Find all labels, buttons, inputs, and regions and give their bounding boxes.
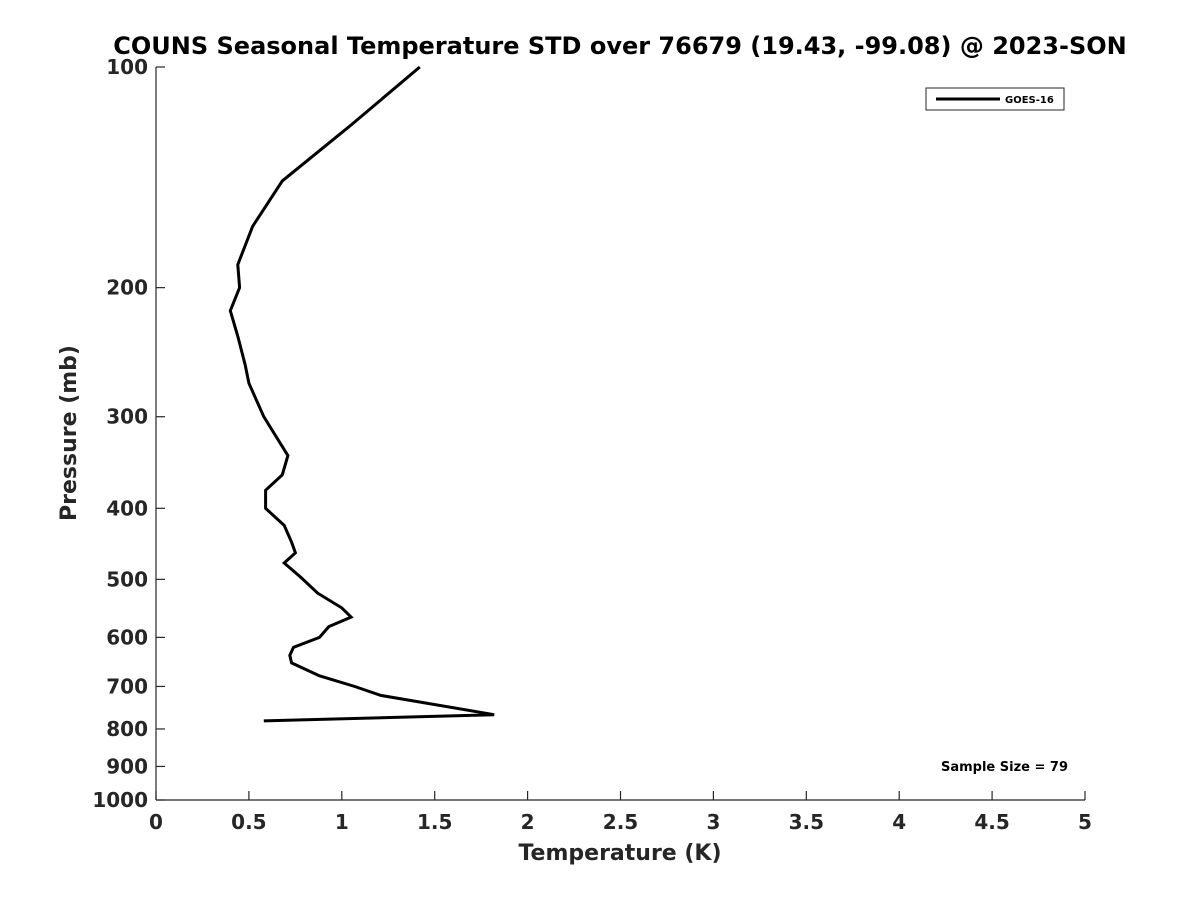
chart-title: COUNS Seasonal Temperature STD over 7667…: [113, 32, 1126, 60]
x-tick-label: 3: [706, 810, 720, 834]
x-tick-label: 1.5: [417, 810, 452, 834]
plot-area: [156, 67, 1085, 800]
x-tick-label: 2.5: [603, 810, 638, 834]
sample-size-annotation: Sample Size = 79: [941, 760, 1068, 775]
x-tick-label: 4.5: [974, 810, 1009, 834]
series-line-goes-16: [228, 65, 495, 723]
y-ticks: 100 200 300 400 500 600 700 800 900 1000: [92, 55, 165, 812]
x-tick-label: 0: [149, 810, 163, 834]
y-tick-label: 600: [106, 625, 148, 649]
series-layer: [228, 65, 495, 723]
y-tick-label: 100: [106, 55, 148, 79]
x-tick-label: 4: [892, 810, 906, 834]
x-ticks: 0 0.5 1 1.5 2 2.5 3 3.5 4 4.5 5: [149, 791, 1092, 834]
y-axis-label: Pressure (mb): [57, 345, 82, 521]
y-tick-label: 200: [106, 276, 148, 300]
x-tick-label: 2: [521, 810, 535, 834]
legend-entry-goes-16: GOES-16: [1005, 95, 1054, 106]
y-tick-label: 300: [106, 405, 148, 429]
x-tick-label: 0.5: [231, 810, 266, 834]
y-tick-label: 1000: [92, 788, 148, 812]
y-tick-label: 800: [106, 717, 148, 741]
x-tick-label: 3.5: [789, 810, 824, 834]
y-tick-label: 900: [106, 754, 148, 778]
y-tick-label: 500: [106, 567, 148, 591]
y-tick-label: 700: [106, 674, 148, 698]
x-axis-label: Temperature (K): [518, 841, 721, 866]
x-tick-label: 1: [335, 810, 349, 834]
legend: GOES-16: [925, 87, 1065, 111]
x-tick-label: 5: [1078, 810, 1092, 834]
y-tick-label: 400: [106, 496, 148, 520]
